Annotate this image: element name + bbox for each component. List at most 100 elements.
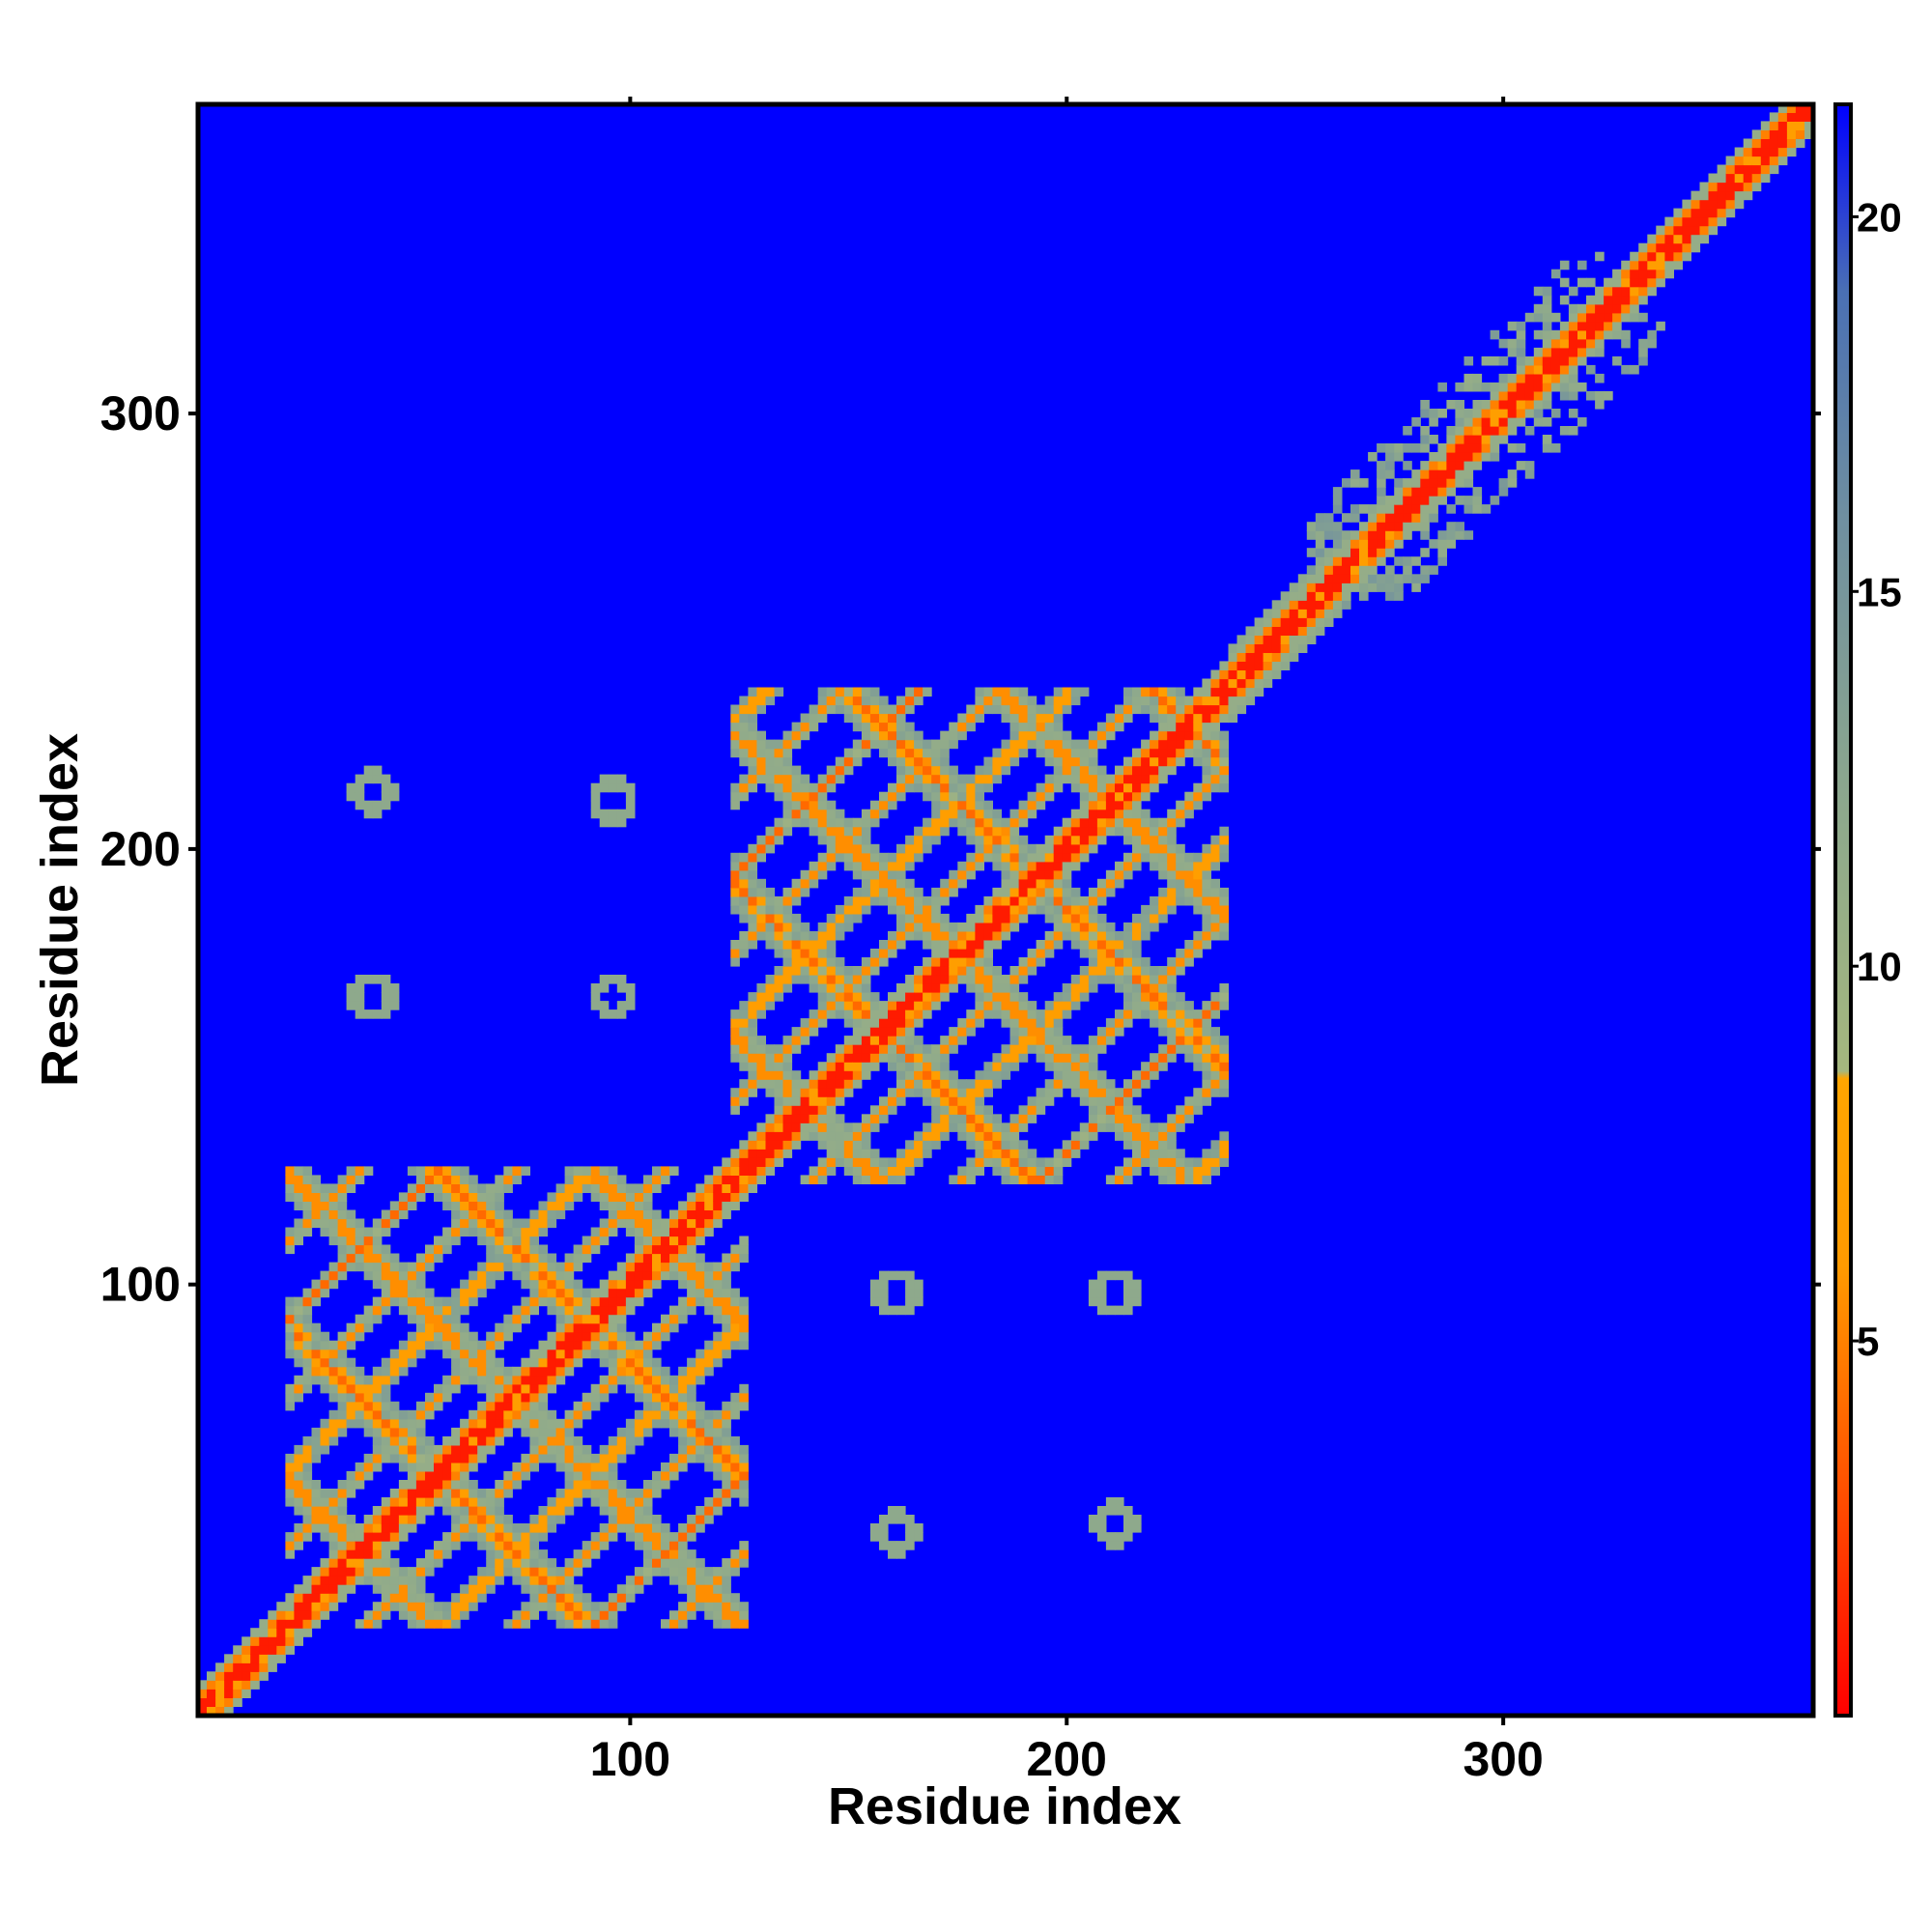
heatmap-cell [1132, 1070, 1142, 1080]
heatmap-cell [835, 756, 845, 767]
heatmap-cell [923, 975, 932, 984]
heatmap-cell [1150, 1157, 1159, 1167]
heatmap-cell [817, 809, 828, 819]
heatmap-cell [538, 1576, 549, 1585]
heatmap-cell [931, 1114, 941, 1123]
heatmap-cell [529, 1462, 539, 1472]
heatmap-cell [852, 1079, 863, 1089]
heatmap-cell [1079, 739, 1090, 750]
heatmap-cell [835, 1122, 845, 1132]
heatmap-cell [713, 1279, 723, 1290]
heatmap-cell [311, 1489, 322, 1498]
heatmap-cell [992, 704, 1002, 715]
heatmap-cell [879, 861, 889, 871]
heatmap-cell [355, 1175, 365, 1184]
heatmap-cell [1158, 1157, 1168, 1167]
heatmap-cell [1193, 696, 1203, 706]
heatmap-cell [521, 1383, 530, 1394]
heatmap-cell [320, 1497, 330, 1507]
heatmap-cell [765, 1070, 776, 1080]
heatmap-cell [748, 1001, 757, 1010]
heatmap-cell [1219, 913, 1229, 923]
heatmap-cell [1079, 1044, 1090, 1054]
heatmap-cell [739, 869, 749, 880]
heatmap-cell [896, 1070, 906, 1080]
heatmap-cell [1009, 696, 1020, 706]
heatmap-cell [642, 1567, 653, 1577]
heatmap-cell [1708, 199, 1719, 210]
heatmap-cell [1568, 286, 1578, 297]
heatmap-cell [678, 1262, 688, 1272]
heatmap-cell [896, 774, 906, 784]
heatmap-cell [573, 1253, 583, 1264]
heatmap-cell [914, 1140, 923, 1150]
heatmap-cell [337, 1218, 348, 1229]
heatmap-cell [1228, 643, 1238, 653]
heatmap-cell [285, 1305, 295, 1316]
heatmap-cell [931, 904, 941, 915]
heatmap-cell [1158, 722, 1168, 732]
heatmap-cell [739, 904, 749, 915]
heatmap-cell [634, 1375, 644, 1385]
heatmap-cell [1385, 513, 1395, 523]
heatmap-cell [687, 1209, 696, 1220]
heatmap-cell [791, 809, 802, 819]
heatmap-cell [381, 1610, 391, 1620]
heatmap-cell [1760, 138, 1771, 149]
heatmap-cell [294, 1453, 303, 1463]
heatmap-cell [940, 992, 950, 1002]
heatmap-cell [1132, 774, 1142, 784]
heatmap-cell [634, 1288, 644, 1298]
heatmap-cell [320, 1349, 330, 1359]
heatmap-cell [940, 1131, 950, 1141]
heatmap-cell [992, 861, 1002, 871]
heatmap-cell [1158, 1140, 1168, 1150]
heatmap-cell [1760, 164, 1771, 175]
heatmap-cell [564, 1270, 575, 1281]
heatmap-cell [748, 869, 757, 880]
heatmap-cell [748, 713, 757, 724]
heatmap-cell [1044, 878, 1055, 889]
heatmap-cell [1036, 1044, 1046, 1054]
heatmap-cell [1036, 1175, 1046, 1184]
heatmap-cell [469, 1209, 478, 1220]
heatmap-cell [1053, 869, 1064, 880]
heatmap-cell [1542, 355, 1552, 366]
heatmap-cell [817, 696, 828, 706]
heatmap-cell [774, 1044, 784, 1054]
heatmap-cell [1777, 104, 1788, 113]
heatmap-cell [1359, 478, 1369, 488]
heatmap-cell [1070, 774, 1081, 784]
heatmap-cell [1507, 426, 1518, 436]
heatmap-cell [852, 843, 863, 854]
heatmap-cell [346, 1532, 356, 1542]
heatmap-cell [1516, 364, 1526, 375]
heatmap-cell [1044, 949, 1055, 958]
heatmap-cell [1132, 1001, 1142, 1010]
heatmap-cell [486, 1331, 496, 1342]
heatmap-cell [1429, 452, 1438, 462]
heatmap-cell [555, 1279, 566, 1290]
heatmap-cell [503, 1567, 513, 1577]
heatmap-cell [547, 1453, 557, 1463]
heatmap-cell [1123, 861, 1133, 871]
heatmap-cell [1472, 382, 1483, 392]
heatmap-cell [495, 1523, 504, 1533]
heatmap-cell [1673, 216, 1683, 227]
heatmap-cell [1193, 895, 1203, 906]
heatmap-cell [817, 940, 828, 950]
heatmap-cell [512, 1236, 522, 1246]
heatmap-cell [642, 1375, 653, 1385]
heatmap-cell [381, 1009, 391, 1019]
heatmap-cell [914, 1088, 923, 1097]
heatmap-cell [1394, 539, 1404, 549]
heatmap-cell [634, 1192, 644, 1202]
heatmap-cell [1202, 730, 1211, 741]
heatmap-cell [1088, 1053, 1098, 1063]
heatmap-cell [372, 1236, 383, 1246]
heatmap-cell [791, 739, 802, 750]
heatmap-cell [748, 922, 757, 932]
heatmap-cell [398, 1288, 409, 1298]
heatmap-cell [1079, 895, 1090, 906]
heatmap-cell [477, 1218, 487, 1229]
